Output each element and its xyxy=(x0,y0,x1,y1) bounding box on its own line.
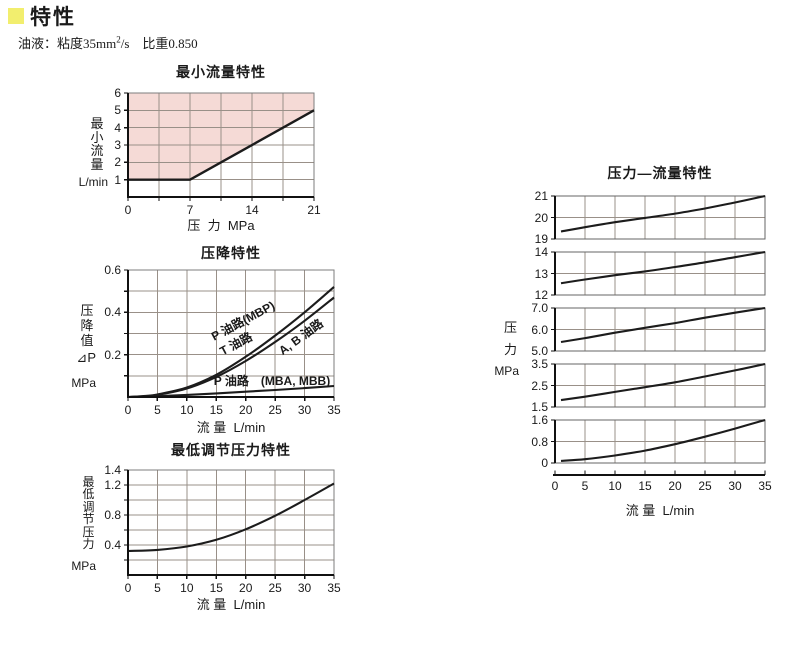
tick-label: 0 xyxy=(124,581,132,595)
tick-label: 0.4 xyxy=(104,538,121,552)
oil-spec-superscript: 2 xyxy=(116,34,121,45)
tick-label: 15 xyxy=(209,403,223,417)
y-axis-unit-pressure-flow: MPa xyxy=(494,364,519,378)
tick-label: 20 xyxy=(239,403,253,417)
tick-label: 21 xyxy=(307,203,321,217)
tick-label: 25 xyxy=(268,581,282,595)
tick-label: 14 xyxy=(534,245,548,259)
tick-label: 35 xyxy=(327,581,341,595)
tick-label: 15 xyxy=(209,581,223,595)
x-axis-label-min-adjust: 流 量 L/min xyxy=(196,597,266,612)
tick-label: 7.0 xyxy=(531,301,548,315)
tick-label: 12 xyxy=(534,288,548,302)
tick-label: 10 xyxy=(180,403,194,417)
tick-label: 1.6 xyxy=(531,413,548,427)
tick-label: 0.8 xyxy=(531,434,548,449)
tick-label: 0.6 xyxy=(104,263,121,277)
delta-p-label: ⊿P xyxy=(76,350,96,365)
tick-label: 2.5 xyxy=(531,378,548,393)
tick-label: 10 xyxy=(608,479,622,493)
tick-label: 20 xyxy=(534,210,548,225)
tick-label: 0.8 xyxy=(104,508,121,522)
curve-label: A, B 油路 xyxy=(276,316,326,358)
tick-label: 15 xyxy=(638,479,652,493)
y-axis-label-pressure-flow: 压力 xyxy=(503,320,517,357)
tick-label: 25 xyxy=(268,403,282,417)
tick-label: 6.0 xyxy=(531,322,548,337)
tick-label: 35 xyxy=(327,403,341,417)
tick-label: 35 xyxy=(758,479,772,493)
x-axis-label-pressure-drop: 流 量 L/min xyxy=(196,420,266,435)
tick-label: 3 xyxy=(114,138,121,152)
tick-label: 7 xyxy=(186,203,194,217)
tick-label: 30 xyxy=(297,403,312,417)
oil-spec-prefix: 油液：粘度35mm xyxy=(18,36,117,51)
chart-title-pressure-flow: 压力—流量特性 xyxy=(607,165,713,181)
tick-label: 13 xyxy=(534,266,548,281)
tick-label: 20 xyxy=(239,581,253,595)
oil-spec-line: 油液：粘度35mm2/s 比重0.850 xyxy=(18,33,198,52)
section-title: 特性 xyxy=(30,6,76,29)
tick-label: 10 xyxy=(180,581,194,595)
tick-label: 5 xyxy=(154,403,161,417)
tick-label: 5 xyxy=(581,479,589,493)
oil-spec-rest: /s 比重0.850 xyxy=(120,36,198,51)
tick-label: 0.4 xyxy=(104,305,121,320)
tick-label: 5 xyxy=(154,581,161,595)
tick-label: 0.2 xyxy=(104,347,121,362)
tick-label: 1.5 xyxy=(531,400,548,414)
curve-label: P 油路 (MBA, MBB) xyxy=(213,374,331,388)
y-axis-unit-pressure-drop: MPa xyxy=(71,376,96,390)
tick-label: 1 xyxy=(114,172,121,187)
y-axis-label-min-adjust: 最低调节压力 xyxy=(82,475,95,552)
tick-label: 0 xyxy=(541,456,548,470)
y-axis-label-min-flow: 最小流量 xyxy=(90,116,104,172)
y-axis-label-pressure-drop: 压降值 xyxy=(80,303,94,348)
tick-label: 0 xyxy=(124,403,132,417)
tick-label: 5 xyxy=(114,103,121,118)
x-axis-label-pressure-flow: 流 量 L/min xyxy=(625,503,695,518)
tick-label: 14 xyxy=(245,203,259,217)
tick-label: 19 xyxy=(534,232,548,246)
tick-label: 21 xyxy=(534,189,548,203)
tick-label: 20 xyxy=(668,479,682,493)
tick-label: 0 xyxy=(551,479,559,493)
section-bullet-icon xyxy=(8,8,24,24)
y-axis-unit-min-flow: L/min xyxy=(78,175,108,189)
tick-label: 30 xyxy=(297,581,312,595)
tick-label: 1.4 xyxy=(104,463,121,477)
tick-label: 6 xyxy=(114,86,121,100)
tick-label: 4 xyxy=(114,120,121,135)
tick-label: 0 xyxy=(124,203,132,217)
chart-title-min-flow: 最小流量特性 xyxy=(176,64,266,80)
chart-title-pressure-drop: 压降特性 xyxy=(201,245,261,261)
chart-title-min-adjust: 最低调节压力特性 xyxy=(171,442,291,458)
y-axis-unit-min-adjust: MPa xyxy=(71,559,96,573)
tick-label: 25 xyxy=(698,479,712,493)
tick-label: 5.0 xyxy=(531,344,548,358)
x-axis-label-min-flow: 压 力 MPa xyxy=(187,218,255,233)
tick-label: 3.5 xyxy=(531,357,548,371)
tick-label: 30 xyxy=(728,479,742,493)
tick-label: 1.2 xyxy=(104,478,121,492)
tick-label: 2 xyxy=(114,155,121,170)
